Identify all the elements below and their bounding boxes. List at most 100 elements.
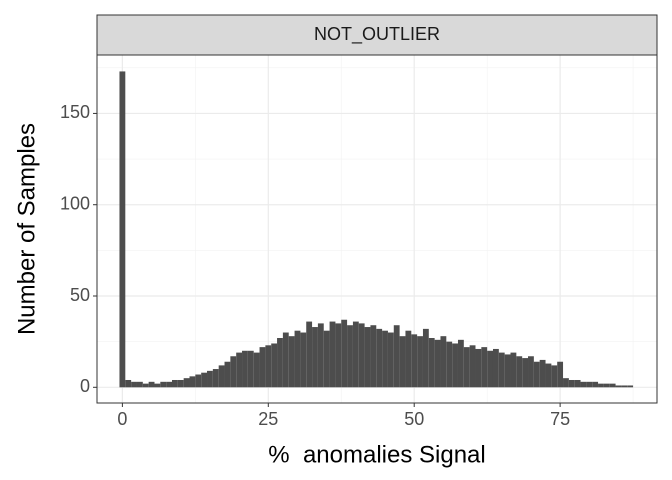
bar — [317, 323, 324, 388]
bar — [212, 369, 219, 388]
bar — [516, 356, 523, 388]
bar — [148, 381, 155, 388]
bar — [376, 328, 383, 388]
bar — [300, 332, 307, 388]
facet-strip — [96, 14, 658, 56]
bar — [627, 385, 634, 388]
bar — [306, 321, 313, 388]
bar — [522, 358, 529, 388]
bar — [528, 356, 534, 388]
bar — [563, 378, 569, 388]
bar — [154, 383, 161, 388]
bar — [434, 339, 441, 388]
x-axis-label: % anomalies Signal — [268, 441, 485, 468]
bar — [504, 354, 511, 388]
bar — [142, 383, 149, 388]
bar — [201, 372, 208, 388]
bar — [498, 352, 505, 388]
y-tick-label: 150 — [60, 102, 90, 122]
bar — [189, 376, 196, 388]
bar — [277, 338, 283, 388]
bar — [271, 343, 278, 388]
bar — [242, 350, 248, 388]
bar — [533, 361, 540, 388]
bar — [224, 361, 231, 388]
bar — [230, 356, 237, 388]
bar — [475, 348, 482, 388]
bar — [183, 378, 190, 388]
bar — [323, 330, 330, 388]
bar — [247, 350, 254, 388]
bar — [417, 336, 423, 388]
bar — [463, 347, 470, 388]
bar — [411, 334, 418, 388]
bar — [195, 374, 202, 388]
bar — [207, 370, 213, 388]
x-tick-label: 25 — [258, 409, 278, 429]
bar — [598, 383, 604, 388]
bar — [329, 321, 336, 388]
bar — [469, 345, 476, 388]
bar — [592, 381, 599, 388]
bar — [609, 383, 616, 388]
bar — [428, 338, 435, 388]
bar — [621, 385, 628, 388]
bar — [481, 347, 488, 388]
bar — [136, 381, 143, 388]
bar — [457, 339, 464, 388]
bar — [119, 71, 126, 388]
bar — [446, 341, 453, 388]
x-tick-label: 0 — [117, 409, 127, 429]
bar — [265, 345, 272, 388]
bar — [253, 352, 260, 388]
bar — [615, 385, 622, 388]
bar — [452, 343, 458, 388]
bar — [580, 381, 587, 388]
bar — [393, 325, 400, 388]
bar — [218, 365, 225, 388]
bar — [364, 327, 371, 388]
bar — [557, 361, 564, 388]
bar — [282, 332, 289, 388]
bar — [405, 330, 412, 388]
bar — [341, 319, 348, 388]
bar — [352, 321, 359, 388]
bar — [166, 381, 172, 388]
y-tick-label: 50 — [70, 285, 90, 305]
y-tick-label: 100 — [60, 193, 90, 213]
panel-border — [96, 54, 658, 404]
bar — [358, 323, 365, 388]
bar — [574, 379, 581, 388]
bar — [131, 381, 137, 388]
bar — [551, 365, 558, 388]
x-tick-label: 75 — [550, 409, 570, 429]
x-tick-label: 50 — [404, 409, 424, 429]
bar — [312, 327, 318, 388]
bar — [335, 323, 342, 388]
bar — [539, 359, 546, 388]
bar — [545, 363, 552, 388]
bar — [125, 379, 132, 388]
bar — [171, 379, 178, 388]
bar — [370, 325, 377, 388]
bar — [347, 325, 353, 388]
bar — [177, 379, 184, 388]
bar — [382, 330, 388, 388]
bar — [568, 379, 575, 388]
bar — [399, 336, 406, 388]
bar — [236, 352, 243, 388]
bar — [294, 330, 301, 388]
y-axis-label: Number of Samples — [13, 123, 40, 335]
bar — [440, 336, 447, 388]
bar — [259, 347, 266, 388]
bar — [586, 381, 593, 388]
bar — [288, 336, 295, 388]
facet-label: NOT_OUTLIER — [314, 24, 440, 45]
bar — [487, 350, 493, 388]
y-tick-label: 0 — [80, 376, 90, 396]
bar — [160, 381, 167, 388]
bar — [422, 328, 429, 388]
bar — [603, 383, 610, 388]
bar — [387, 332, 394, 388]
